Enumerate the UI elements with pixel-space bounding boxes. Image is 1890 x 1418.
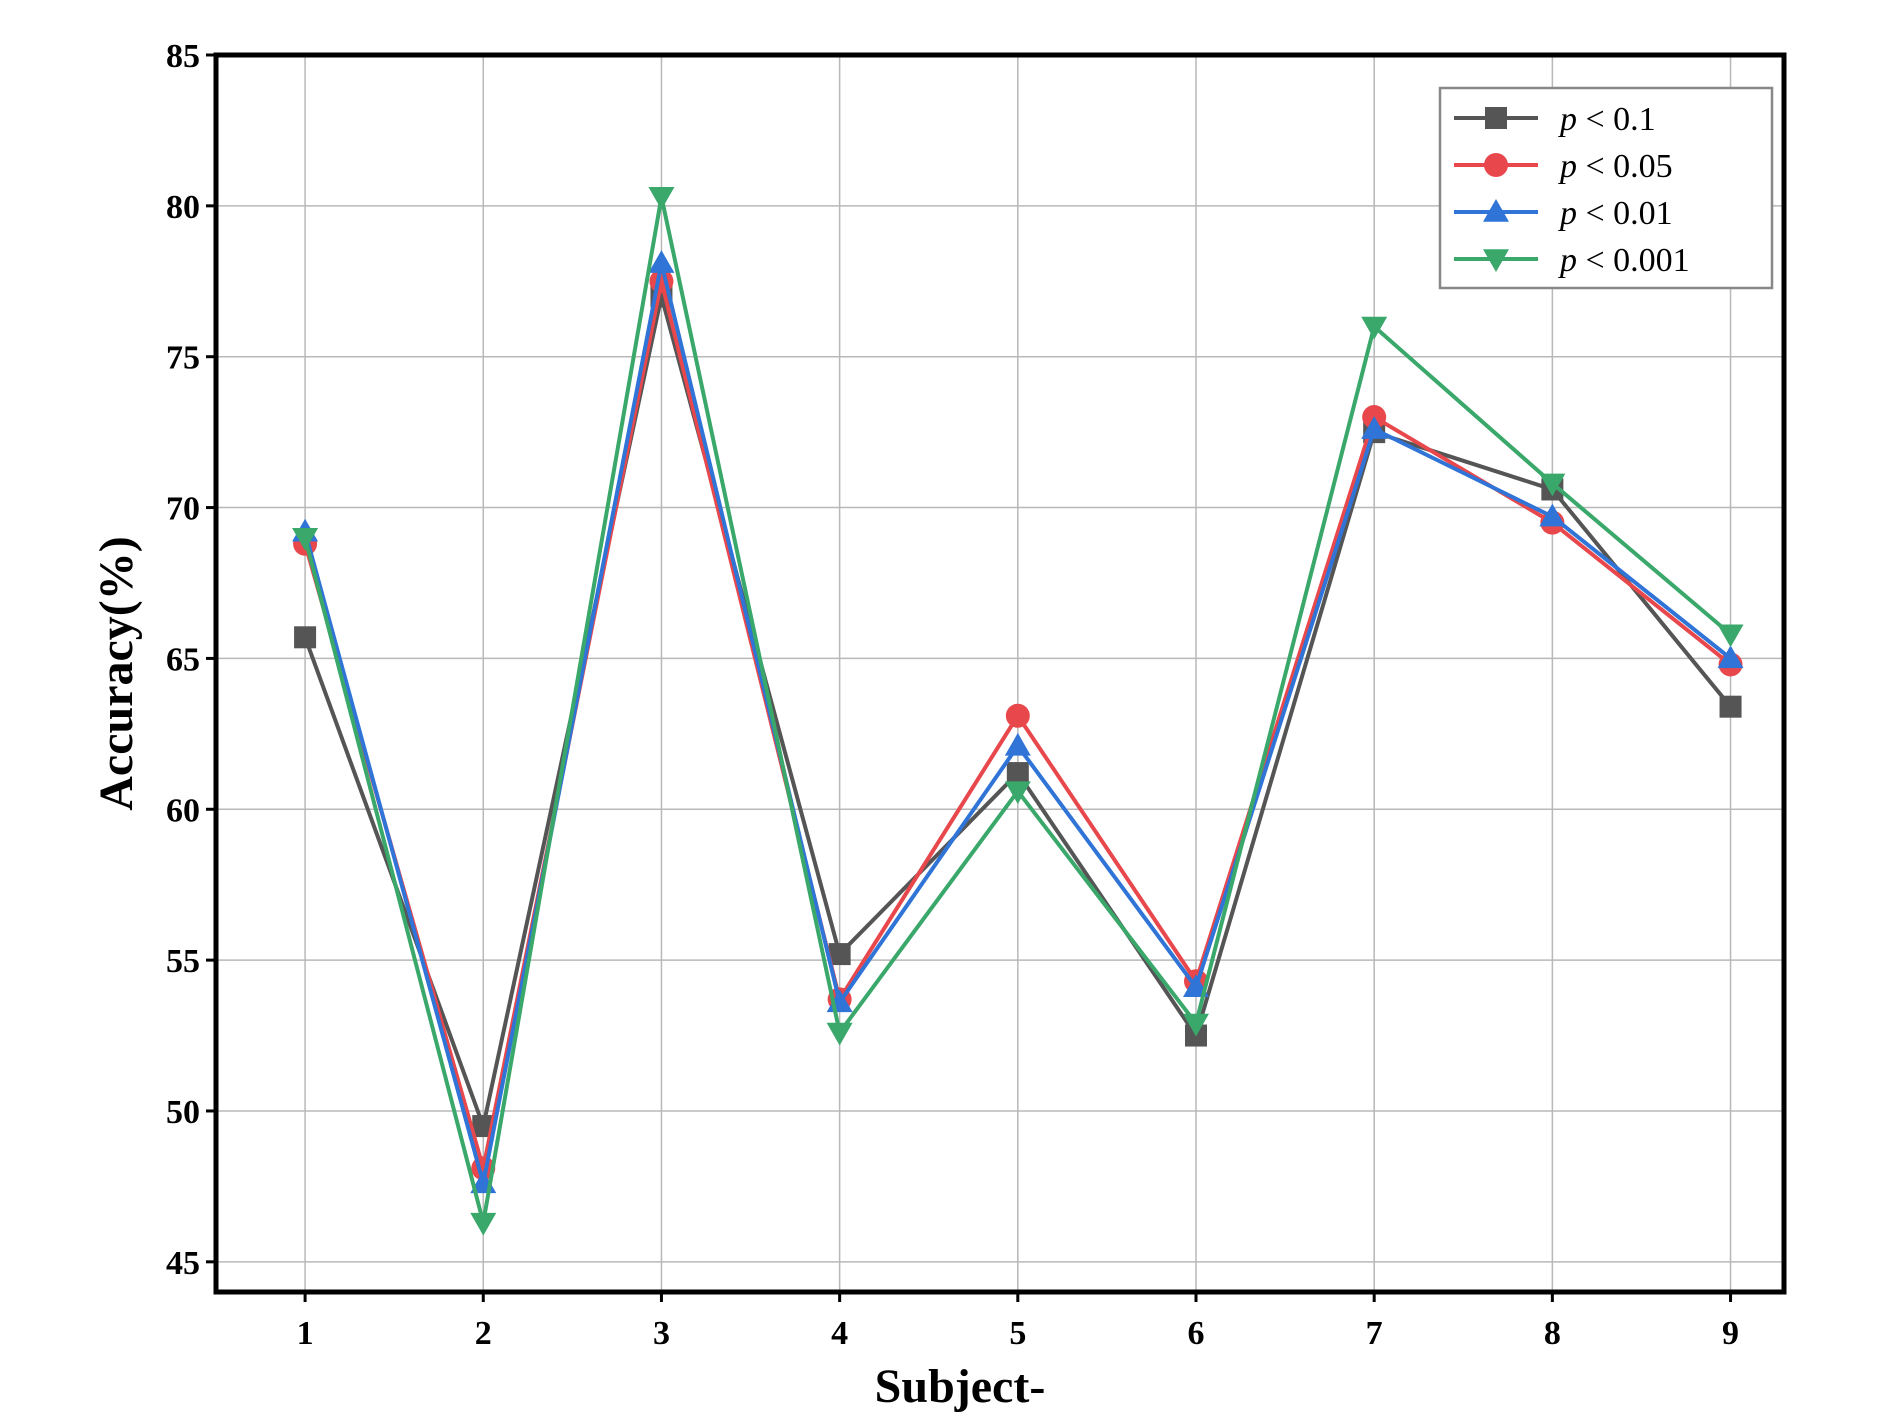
x-axis-title: Subject-: [875, 1360, 1046, 1413]
series-layer: [292, 187, 1744, 1236]
legend-label-var: p: [1558, 148, 1577, 185]
y-tick-label-65: 65: [166, 641, 200, 678]
series-3-point-3: [648, 250, 675, 273]
legend-label-var: p: [1558, 242, 1577, 279]
x-tick-label-9: 9: [1722, 1315, 1739, 1352]
legend-marker-3: [1483, 199, 1509, 222]
y-tick-label-70: 70: [166, 491, 200, 528]
legend-item-4: p < 0.001: [1454, 242, 1690, 279]
series-1-point-5: [1006, 762, 1029, 785]
y-tick-label-80: 80: [166, 189, 200, 226]
y-tick-label-85: 85: [166, 38, 200, 75]
y-axis-title: Accuracy(%): [90, 536, 143, 811]
y-tick-label-75: 75: [166, 340, 200, 377]
series-1-point-9: [1719, 695, 1742, 718]
legend-label-var: p: [1558, 195, 1577, 232]
x-tick-label-5: 5: [1009, 1315, 1026, 1352]
series-3-point-9: [1717, 645, 1744, 669]
y-tick-label-55: 55: [166, 943, 200, 980]
x-tick-label-3: 3: [653, 1315, 670, 1352]
x-tick-label-1: 1: [297, 1315, 314, 1352]
legend-label-4: p < 0.001: [1558, 242, 1690, 279]
y-tick-label-50: 50: [166, 1094, 200, 1131]
series-4-point-9: [1717, 624, 1744, 648]
series-4-point-8: [1539, 473, 1566, 497]
series-1-point-1: [294, 626, 317, 649]
x-tick-label-4: 4: [831, 1315, 848, 1352]
legend-label-var: p: [1558, 101, 1577, 138]
legend-label-2: p < 0.05: [1558, 148, 1673, 185]
y-tick-label-60: 60: [166, 792, 200, 829]
x-tick-label-7: 7: [1366, 1315, 1383, 1352]
x-tick-label-6: 6: [1188, 1315, 1205, 1352]
legend-label-1: p < 0.1: [1558, 101, 1656, 138]
series-3-point-5: [1004, 732, 1031, 756]
series-4-point-3: [648, 187, 675, 210]
plot-frame: [213, 52, 1787, 1295]
series-1-point-4: [828, 943, 851, 966]
series-3-point-7: [1361, 416, 1388, 439]
legend-item-3: p < 0.01: [1454, 195, 1673, 232]
series-4-point-5: [1004, 781, 1031, 805]
legend-marker-4: [1483, 249, 1509, 272]
legend-label-3: p < 0.01: [1558, 195, 1673, 232]
legend-label-rest: < 0.05: [1577, 148, 1673, 185]
series-4-point-1: [292, 527, 319, 551]
legend-label-rest: < 0.1: [1577, 101, 1656, 138]
series-3-point-8: [1539, 503, 1566, 527]
series-2-point-5: [1005, 703, 1030, 728]
x-tick-label-8: 8: [1544, 1315, 1561, 1352]
legend-item-1: p < 0.1: [1454, 101, 1656, 138]
legend-marker-1: [1485, 107, 1507, 129]
legend: p < 0.1p < 0.05p < 0.01p < 0.001: [1438, 86, 1774, 290]
series-4-point-4: [826, 1022, 853, 1046]
legend-item-2: p < 0.05: [1454, 148, 1673, 185]
series-4-point-2: [470, 1212, 497, 1236]
series-4-point-6: [1183, 1013, 1209, 1037]
series-4-point-7: [1361, 316, 1388, 340]
y-tick-label-45: 45: [166, 1245, 200, 1282]
x-tick-label-2: 2: [475, 1315, 492, 1352]
legend-label-rest: < 0.001: [1577, 242, 1690, 279]
legend-label-rest: < 0.01: [1577, 195, 1673, 232]
legend-marker-2: [1484, 153, 1508, 177]
series-4: [292, 187, 1744, 1236]
